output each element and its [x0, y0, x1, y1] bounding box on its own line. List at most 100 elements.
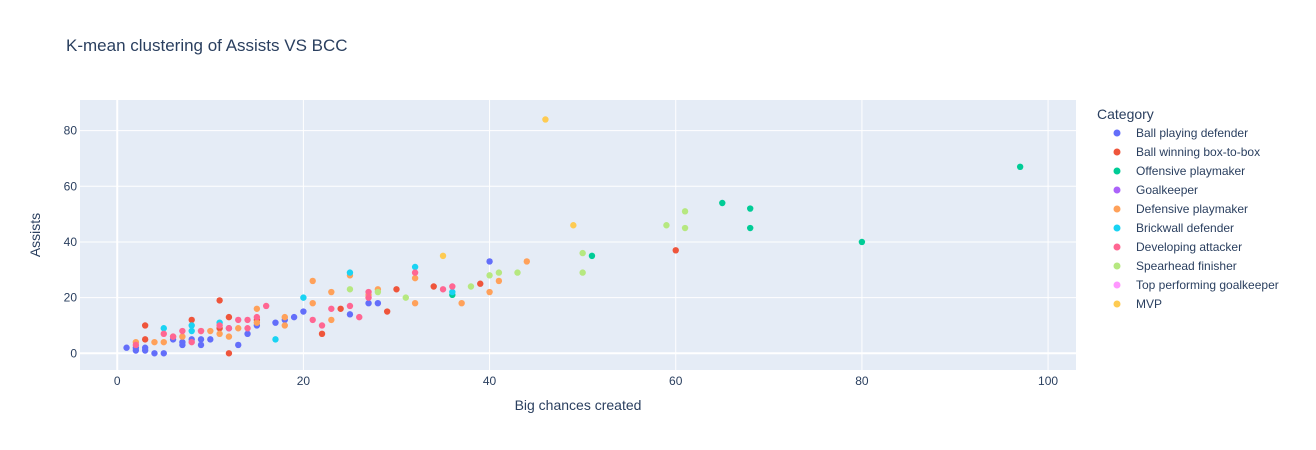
legend-item-mvp[interactable]: MVP	[1113, 297, 1163, 311]
legend-marker	[1113, 224, 1121, 232]
point-ball-playing-defender	[141, 344, 149, 351]
point-developing-attacker	[235, 316, 242, 324]
gridlines	[80, 100, 1076, 370]
point-developing-attacker	[169, 333, 177, 340]
y-tick-label: 80	[64, 124, 78, 138]
legend[interactable]: Ball playing defender Ball winning box-to…	[1113, 126, 1279, 311]
point-developing-attacker	[309, 316, 316, 324]
point-defensive-playmaker	[151, 338, 158, 346]
point-ball-playing-defender	[160, 350, 167, 357]
point-spearhead-finisher	[579, 269, 586, 276]
legend-label: Ball winning box-to-box	[1136, 145, 1260, 159]
point-spearhead-finisher	[374, 288, 382, 296]
point-developing-attacker	[132, 341, 140, 349]
point-defensive-playmaker	[523, 258, 531, 265]
legend-marker	[1113, 129, 1121, 137]
point-ball-playing-defender	[300, 308, 307, 315]
point-ball-winning-box-to-box	[383, 308, 391, 315]
legend-marker	[1113, 262, 1121, 270]
legend-item-spearhead-finisher[interactable]: Spearhead finisher	[1113, 259, 1237, 273]
point-ball-winning-box-to-box	[141, 322, 149, 329]
point-defensive-playmaker	[309, 299, 316, 307]
point-defensive-playmaker	[207, 327, 214, 335]
point-spearhead-finisher	[467, 283, 475, 290]
point-ball-playing-defender	[235, 341, 242, 349]
point-spearhead-finisher	[486, 272, 493, 279]
point-brickwall-defender	[188, 327, 195, 335]
point-spearhead-finisher	[681, 224, 689, 232]
y-tick-label: 20	[64, 291, 78, 305]
point-ball-playing-defender	[207, 336, 214, 343]
legend-label: Developing attacker	[1136, 240, 1242, 254]
point-ball-winning-box-to-box	[672, 247, 679, 254]
point-ball-winning-box-to-box	[225, 350, 233, 357]
legend-marker	[1113, 205, 1121, 213]
point-developing-attacker	[188, 338, 195, 346]
legend-label: Goalkeeper	[1136, 183, 1198, 197]
point-offensive-playmaker	[858, 238, 866, 246]
point-defensive-playmaker	[281, 322, 288, 329]
point-developing-attacker	[216, 322, 223, 329]
y-axis-title: Assists	[27, 213, 43, 257]
x-tick-label: 60	[669, 374, 683, 388]
point-developing-attacker	[356, 313, 363, 321]
legend-title: Category	[1097, 106, 1154, 122]
legend-label: MVP	[1136, 297, 1162, 311]
point-spearhead-finisher	[663, 222, 670, 229]
legend-marker	[1113, 148, 1121, 156]
point-spearhead-finisher	[579, 249, 586, 257]
point-defensive-playmaker	[225, 333, 233, 340]
x-tick-label: 40	[483, 374, 497, 388]
point-defensive-playmaker	[328, 316, 335, 324]
legend-item-defensive-playmaker[interactable]: Defensive playmaker	[1113, 202, 1249, 216]
point-offensive-playmaker	[719, 199, 726, 207]
legend-item-developing-attacker[interactable]: Developing attacker	[1113, 240, 1243, 254]
point-ball-winning-box-to-box	[225, 313, 233, 321]
point-ball-playing-defender	[179, 338, 186, 346]
legend-marker	[1113, 300, 1121, 308]
x-tick-label: 100	[1038, 374, 1058, 388]
point-ball-winning-box-to-box	[477, 280, 484, 287]
x-axis-title: Big chances created	[515, 397, 642, 413]
legend-marker	[1113, 281, 1121, 289]
point-spearhead-finisher	[681, 208, 689, 215]
point-mvp	[570, 222, 577, 229]
point-ball-playing-defender	[151, 350, 158, 357]
legend-item-ball-playing-defender[interactable]: Ball playing defender	[1113, 126, 1249, 140]
y-tick-label: 0	[70, 346, 77, 360]
point-spearhead-finisher	[514, 269, 521, 276]
point-developing-attacker	[244, 316, 251, 324]
legend-label: Defensive playmaker	[1136, 202, 1248, 216]
point-offensive-playmaker	[1016, 163, 1024, 171]
point-defensive-playmaker	[281, 313, 288, 321]
point-brickwall-defender	[346, 269, 354, 276]
legend-label: Top performing goalkeeper	[1136, 278, 1279, 292]
point-defensive-playmaker	[160, 338, 167, 346]
data-points	[123, 116, 1024, 357]
legend-item-top-performing-goalkeeper[interactable]: Top performing goalkeeper	[1113, 278, 1279, 292]
x-tick-label: 0	[114, 374, 121, 388]
point-ball-playing-defender	[365, 299, 372, 307]
point-developing-attacker	[197, 327, 205, 335]
point-defensive-playmaker	[411, 274, 419, 282]
plot-area	[80, 100, 1076, 370]
point-ball-winning-box-to-box	[216, 297, 223, 304]
point-spearhead-finisher	[346, 286, 354, 293]
legend-item-goalkeeper[interactable]: Goalkeeper	[1113, 183, 1199, 197]
point-ball-playing-defender	[486, 258, 493, 265]
point-developing-attacker	[346, 302, 354, 310]
point-brickwall-defender	[300, 294, 307, 301]
point-developing-attacker	[439, 286, 447, 293]
point-spearhead-finisher	[402, 294, 409, 301]
point-ball-playing-defender	[197, 341, 205, 349]
legend-item-brickwall-defender[interactable]: Brickwall defender	[1113, 221, 1235, 235]
point-developing-attacker	[449, 283, 456, 290]
point-ball-playing-defender	[346, 311, 354, 318]
point-offensive-playmaker	[747, 205, 754, 212]
legend-item-ball-winning-box-to-box[interactable]: Ball winning box-to-box	[1113, 145, 1261, 159]
point-ball-winning-box-to-box	[141, 336, 149, 343]
legend-item-offensive-playmaker[interactable]: Offensive playmaker	[1113, 164, 1246, 178]
point-brickwall-defender	[272, 336, 279, 343]
point-developing-attacker	[244, 325, 251, 332]
point-mvp	[542, 116, 549, 123]
